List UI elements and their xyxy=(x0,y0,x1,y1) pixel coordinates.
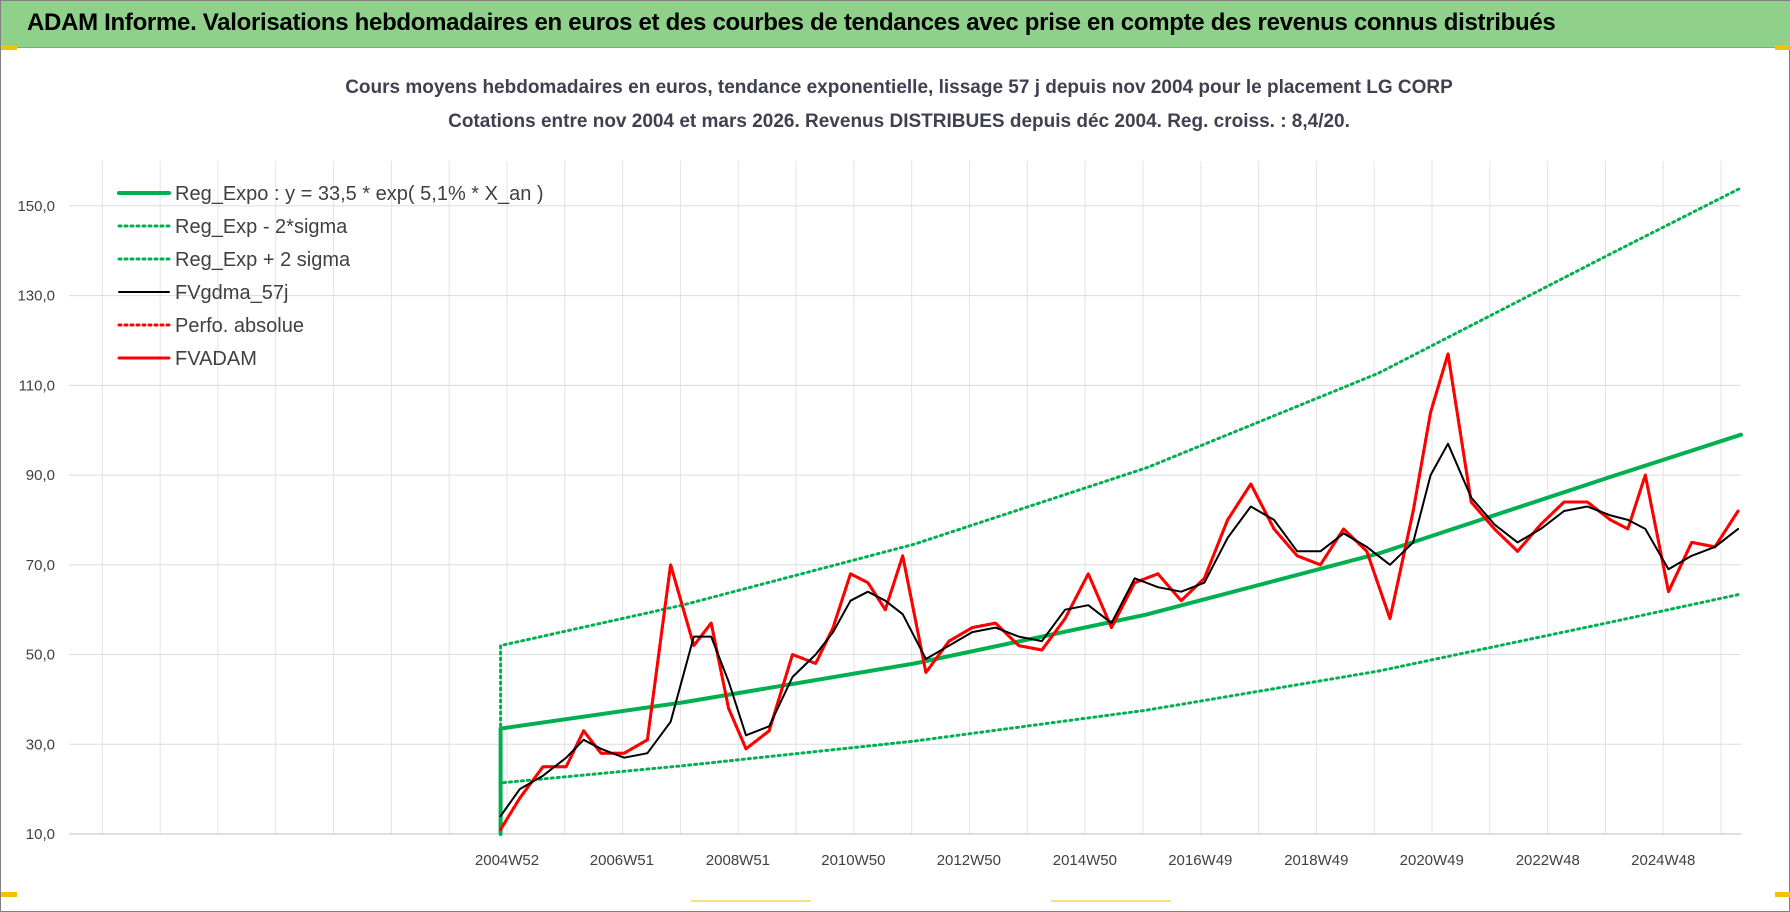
x-tick-label: 2024W48 xyxy=(1631,852,1695,869)
legend-entry: Perfo. absolue xyxy=(175,315,304,337)
x-tick-label: 2010W50 xyxy=(821,852,885,869)
y-tick-label: 130,0 xyxy=(17,288,55,305)
y-tick-label: 50,0 xyxy=(26,647,55,664)
series-lines xyxy=(498,186,1743,836)
y-tick-label: 90,0 xyxy=(26,467,55,484)
bottom-accent-left xyxy=(691,900,811,902)
corner-mark-bottom-left xyxy=(1,892,17,897)
x-tick-label: 2022W48 xyxy=(1516,852,1580,869)
x-tick-label: 2004W52 xyxy=(475,852,539,869)
y-tick-label: 10,0 xyxy=(26,826,55,843)
legend-entry: Reg_Expo : y = 33,5 * exp( 5,1% * X_an ) xyxy=(175,183,544,205)
corner-mark-top-right xyxy=(1775,45,1790,50)
axes: 10,0 30,0 50,0 70,0 90,0 110,0 130,0 150,0 2004W… xyxy=(17,198,1741,869)
x-tick-label: 2016W49 xyxy=(1168,852,1232,869)
series-line-1 xyxy=(499,592,1743,836)
x-tick-label: 2006W51 xyxy=(590,852,654,869)
y-tick-label: 150,0 xyxy=(17,198,55,215)
series-line-3 xyxy=(499,442,1740,818)
y-tick-label: 70,0 xyxy=(26,557,55,574)
legend-entry: FVADAM xyxy=(175,348,257,370)
y-tick-label: 110,0 xyxy=(19,377,55,394)
corner-mark-bottom-right xyxy=(1775,892,1790,897)
chart-subtitle: Cotations entre nov 2004 et mars 2026. R… xyxy=(448,111,1350,132)
x-tick-label: 2014W50 xyxy=(1053,852,1117,869)
legend-entry: Reg_Exp + 2 sigma xyxy=(175,249,351,271)
x-tick-label: 2012W50 xyxy=(937,852,1001,869)
x-tick-label: 2018W49 xyxy=(1284,852,1348,869)
line-chart: 10,0 30,0 50,0 70,0 90,0 110,0 130,0 150,0 2004W… xyxy=(17,77,1743,869)
header-banner: ADAM Informe. Valorisations hebdomadaire… xyxy=(1,1,1790,48)
x-tick-label: 2008W51 xyxy=(706,852,770,869)
legend: Reg_Expo : y = 33,5 * exp( 5,1% * X_an )… xyxy=(117,183,544,370)
series-line-5 xyxy=(499,352,1740,831)
corner-mark-top-left xyxy=(1,45,17,50)
y-tick-label: 30,0 xyxy=(26,736,55,753)
series-line-4 xyxy=(499,352,1740,831)
legend-entry: FVgdma_57j xyxy=(175,282,288,304)
series-line-2 xyxy=(499,186,1743,836)
bottom-accent-right xyxy=(1051,900,1171,902)
banner-title: ADAM Informe. Valorisations hebdomadaire… xyxy=(27,9,1556,36)
legend-entry: Reg_Exp - 2*sigma xyxy=(175,216,348,238)
x-tick-label: 2020W49 xyxy=(1400,852,1464,869)
chart-title: Cours moyens hebdomadaires en euros, ten… xyxy=(345,77,1453,98)
